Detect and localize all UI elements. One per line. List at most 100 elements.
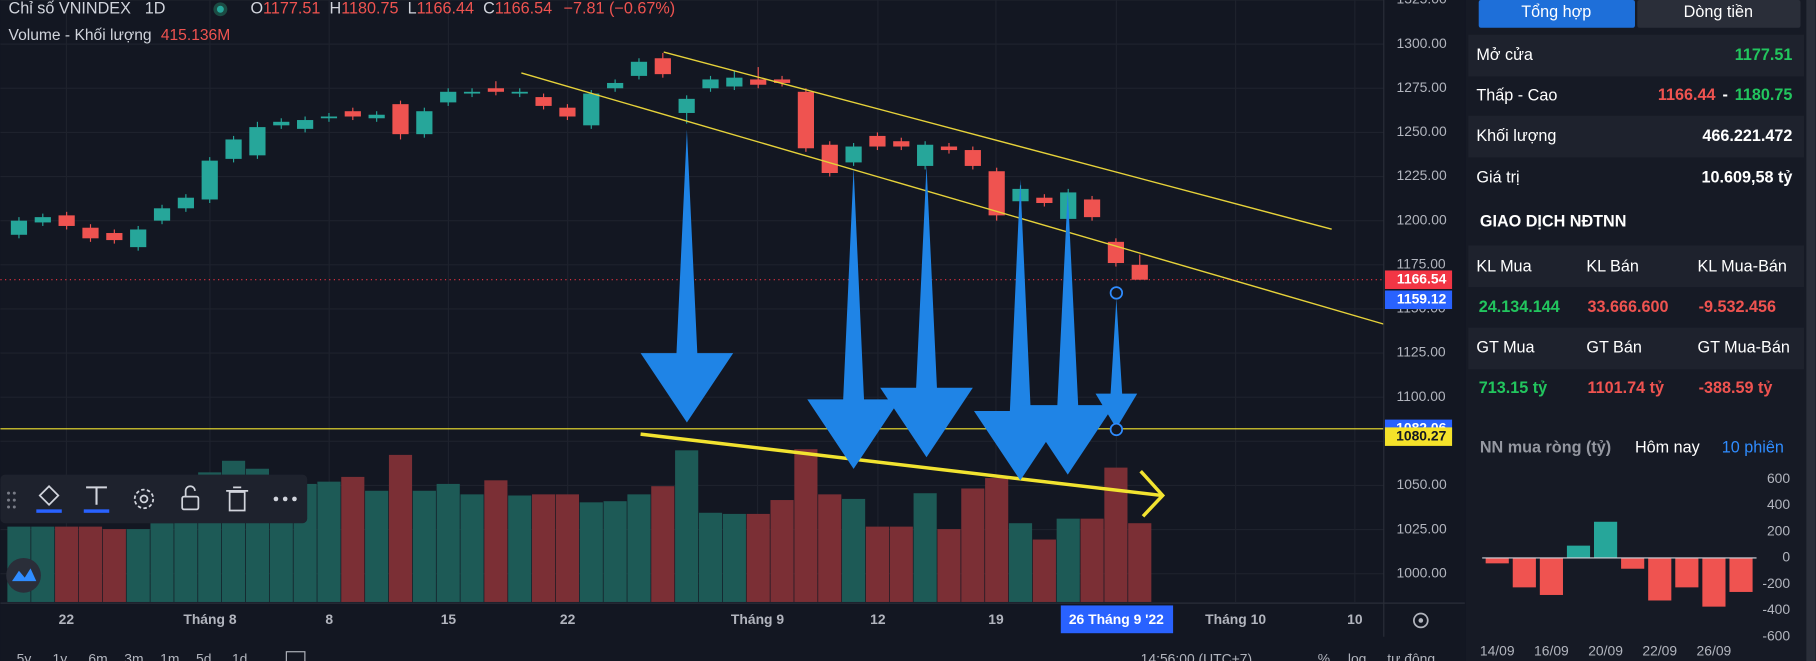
candle-body: [964, 150, 981, 166]
side-tabs: [1806, 0, 1816, 661]
lock-tool[interactable]: [181, 485, 200, 511]
price-tag-label: 1080.27: [1396, 427, 1446, 443]
volume-bar: [1104, 467, 1128, 602]
trend-line[interactable]: [521, 72, 1384, 325]
volume-bar: [555, 494, 580, 602]
tab-label[interactable]: Tổng hợp: [1521, 3, 1591, 21]
arrow-head: [1139, 469, 1166, 518]
range-button[interactable]: 5d: [196, 651, 211, 661]
y-tick-label: 0: [1782, 549, 1790, 565]
range-button[interactable]: 3m: [124, 651, 143, 661]
candle-body: [225, 139, 242, 159]
row-value: 1177.51: [1735, 46, 1793, 64]
y-tick-label: 1300.00: [1397, 35, 1447, 51]
range-button[interactable]: 5y: [17, 651, 32, 661]
col-header: KL Mua: [1476, 258, 1531, 276]
volume-bar: [842, 498, 866, 602]
candle-body: [201, 160, 218, 200]
text-tool[interactable]: [83, 486, 110, 513]
anchor[interactable]: [1109, 286, 1124, 300]
log[interactable]: log: [1348, 651, 1367, 661]
price-tag-label: 1166.54: [1397, 270, 1447, 286]
tab[interactable]: [1478, 0, 1635, 28]
settings-tool[interactable]: [133, 488, 155, 510]
settings-icon[interactable]: [1413, 612, 1429, 629]
cell: -9.532.456: [1699, 298, 1776, 316]
candle-body: [511, 91, 528, 94]
candle-body: [988, 171, 1005, 216]
candle-body: [368, 114, 385, 119]
tab-label[interactable]: Dòng tiền: [1684, 3, 1753, 21]
auto[interactable]: tự động: [1387, 651, 1435, 661]
net-tab[interactable]: 10 phiên: [1722, 438, 1784, 456]
anchor[interactable]: [1109, 422, 1124, 437]
more-tool[interactable]: [273, 496, 297, 502]
candle-body: [821, 144, 838, 173]
row-value: 1166.44-1180.75: [1658, 86, 1793, 104]
drawing-toolbar: [0, 474, 308, 593]
delete-tool[interactable]: [226, 486, 249, 512]
candle-body: [177, 197, 194, 209]
candle-body: [1083, 199, 1101, 218]
candle-body: [535, 97, 552, 106]
bar: [1648, 557, 1672, 601]
col-header: KL Mua-Bán: [1697, 258, 1786, 276]
arrow[interactable]: [1021, 191, 1115, 475]
candle-body: [10, 220, 28, 235]
y-tick-label: -600: [1762, 627, 1790, 643]
volume-bar: [174, 520, 198, 602]
candle-body: [58, 215, 75, 226]
candle-body: [463, 91, 481, 94]
cell: 24.134.144: [1479, 298, 1560, 316]
drag-handle[interactable]: [7, 491, 16, 509]
bar: [1702, 557, 1726, 607]
calendar-icon[interactable]: [285, 651, 306, 661]
x-tick-label: 8: [325, 611, 333, 627]
arrow-line[interactable]: [640, 432, 1162, 498]
arrow[interactable]: [1095, 298, 1138, 429]
cell: -388.59 tỷ: [1699, 379, 1773, 397]
interval[interactable]: 1D: [145, 0, 166, 18]
volume-bar: [102, 529, 126, 602]
range-button[interactable]: 1m: [160, 651, 179, 661]
volume-bar: [746, 513, 770, 602]
row-bg: [1468, 327, 1804, 370]
x-tick-label: Tháng 9: [731, 611, 784, 627]
y-tick-label: 400: [1767, 496, 1790, 512]
range-button[interactable]: 1y: [53, 651, 68, 661]
volume-bar: [388, 454, 413, 602]
net-tab[interactable]: Hôm nay: [1635, 438, 1701, 456]
axes: 1000.001025.001050.001075.001100.001125.…: [0, 0, 1465, 637]
header: Chỉ số VNINDEX 1D O1177.51 H1180.75 L1166…: [9, 0, 676, 44]
candle-body: [583, 93, 600, 126]
arrow[interactable]: [807, 167, 900, 469]
candle-body: [273, 121, 290, 126]
arrow[interactable]: [973, 179, 1067, 481]
tab[interactable]: [1637, 0, 1801, 28]
volume-bar: [460, 494, 484, 602]
x-tick-label: 26 Tháng 9 '22: [1069, 611, 1164, 627]
arrow[interactable]: [640, 129, 734, 423]
arrow[interactable]: [880, 165, 973, 458]
ohlc-label: C: [483, 0, 495, 18]
range-button[interactable]: 6m: [88, 651, 107, 661]
volume-bar: [484, 480, 508, 602]
range-button[interactable]: 1d: [232, 651, 247, 661]
section-title: GIAO DỊCH NĐTNN: [1480, 213, 1627, 231]
drawings: [0, 51, 1701, 551]
percent[interactable]: %: [1318, 651, 1330, 661]
candle-body: [440, 91, 457, 103]
candle-body: [869, 135, 886, 147]
ohlc-label: O: [250, 0, 263, 18]
col-header: GT Mua: [1476, 339, 1534, 357]
bar: [1566, 545, 1591, 558]
price-tag: [1384, 270, 1453, 289]
bar: [1621, 557, 1645, 569]
fill-tool[interactable]: [36, 484, 62, 513]
ohlc-value: 1180.75: [341, 0, 398, 18]
trend-line[interactable]: [663, 51, 1332, 230]
logo[interactable]: [6, 557, 41, 593]
volume-bar: [651, 486, 675, 602]
col-header: GT Mua-Bán: [1697, 339, 1789, 357]
